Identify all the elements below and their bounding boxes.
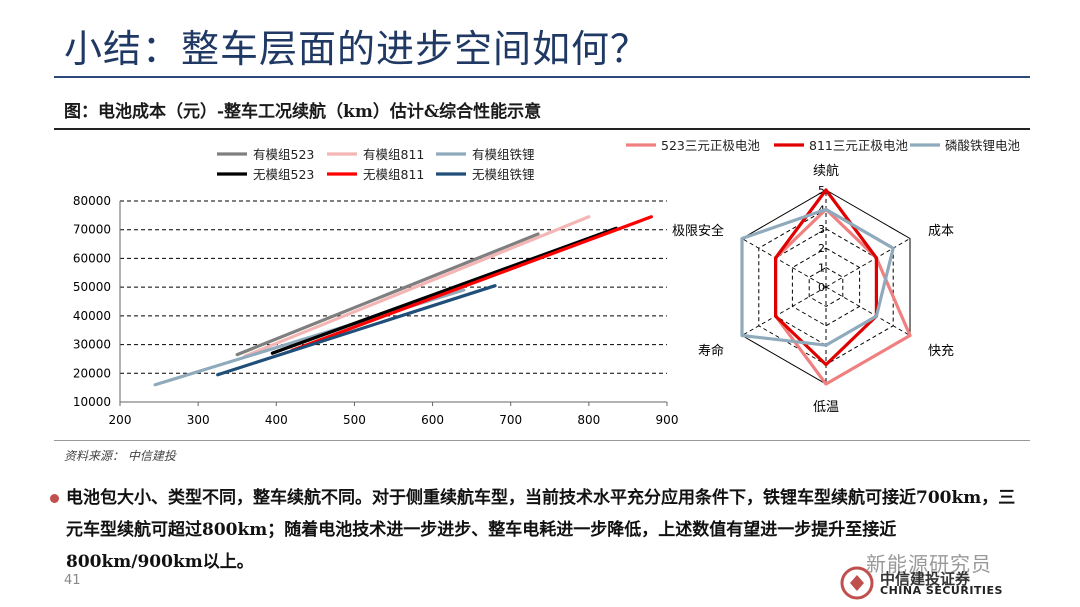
radar-axis-label: 快充 [928,343,954,359]
figure-caption: 图：电池成本（元）-整车工况续航（km）估计&综合性能示意 [64,102,542,122]
logo: 新能源研究员 中信建投证券 CHINA SECURITIES [840,548,1040,600]
legend-label: 有模组811 [363,147,424,162]
y-tick-label: 10000 [73,395,111,409]
radar-spoke [825,238,911,288]
x-tick-label: 800 [577,413,600,427]
x-tick-label: 300 [187,413,210,427]
radar-axis-label: 续航 [813,163,839,179]
radar-axis-label: 极限安全 [672,223,724,239]
legend-label: 有模组523 [253,147,314,162]
radar-spoke [741,238,827,288]
radar-scale-label: 0 [818,281,825,294]
radar-series [740,207,895,347]
y-tick-label: 80000 [73,194,111,208]
series-line [290,215,653,352]
radar-scale-label: 2 [818,242,825,255]
source-note: 资料来源： 中信建投 [64,449,176,463]
y-tick-label: 60000 [73,251,111,265]
radar-scale-label: 3 [818,223,825,236]
y-tick-label: 70000 [73,223,111,237]
y-tick-label: 30000 [73,338,111,352]
y-tick-label: 20000 [73,366,111,380]
radar-spoke [825,286,911,336]
x-tick-label: 200 [109,413,132,427]
source-divider [54,440,1030,441]
x-tick-label: 400 [265,413,288,427]
x-tick-label: 700 [499,413,522,427]
legend-label: 无模组523 [253,167,314,182]
y-tick-label: 50000 [73,280,111,294]
radar-scale-label: 5 [818,184,825,197]
x-tick-label: 900 [656,413,679,427]
logo-brand-en: CHINA SECURITIES [880,584,1003,597]
caption-divider [54,128,1030,130]
logo-watermark-text: 新能源研究员 [866,552,992,576]
x-tick-label: 500 [343,413,366,427]
radar-axis-label: 寿命 [698,343,724,359]
radar-legend-label: 磷酸铁锂电池 [945,138,1021,153]
radar-grid-ring [808,267,844,307]
radar-axis-label: 低温 [813,400,839,415]
title-divider [54,76,1030,78]
radar-axis-label: 成本 [928,224,954,239]
series-line [235,232,540,357]
x-tick-label: 600 [421,413,444,427]
legend-label: 无模组铁锂 [472,167,535,182]
y-tick-label: 40000 [73,309,111,323]
logo-emblem-icon [840,566,874,600]
legend-label: 有模组铁锂 [472,147,535,162]
page-number: 41 [64,573,81,588]
summary-paragraph: 电池包大小、类型不同，整车续航不同。对于侧重续航车型，当前技术水平充分应用条件下… [66,488,1016,572]
logo-brand-cn: 中信建投证券 [880,570,971,588]
radar-legend-label: 811三元正极电池 [809,138,908,153]
radar-spoke [741,286,827,336]
legend-label: 无模组811 [363,167,424,182]
radar-series [773,188,879,367]
radar-scale-label: 1 [818,262,825,275]
line-chart: 10000 20000 30000 40000 50000 60000 70000 80000… [73,147,679,427]
series-line [270,226,618,355]
series-line [243,215,591,358]
bullet-dot [50,494,59,503]
series-line [216,284,497,377]
radar-legend-label: 523三元正极电池 [661,138,760,153]
page-title: 小结：整车层面的进步空间如何？ [64,27,650,71]
